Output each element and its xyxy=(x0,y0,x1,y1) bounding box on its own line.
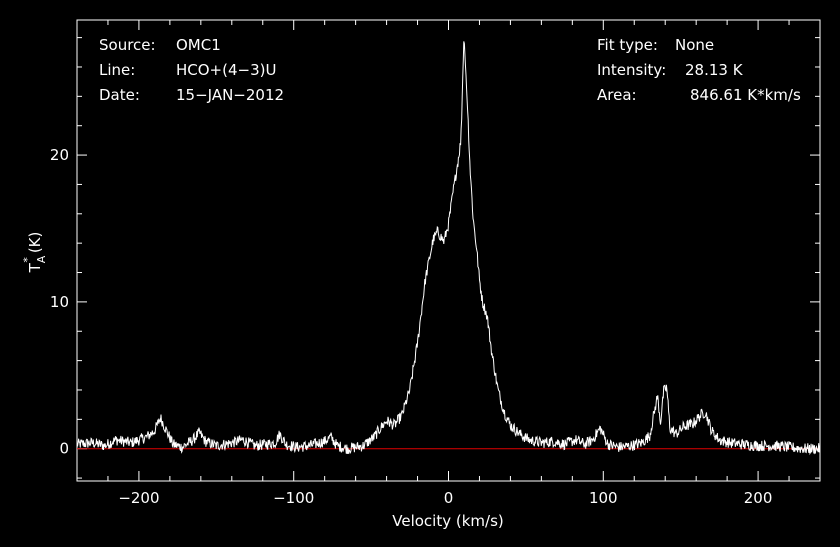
line-label: Line: xyxy=(99,61,135,79)
y-axis-label: TA* (K) xyxy=(21,232,48,274)
y-tick-label: 20 xyxy=(50,146,69,164)
x-axis-ticks xyxy=(76,20,821,481)
y-label-main: T xyxy=(26,262,44,273)
fit-type-label: Fit type: xyxy=(597,36,658,54)
fit-type-value: None xyxy=(675,36,714,54)
line-value: HCO+(4−3)U xyxy=(176,61,276,79)
x-tick-label: 100 xyxy=(589,489,618,507)
source-value: OMC1 xyxy=(176,36,221,54)
y-axis-label-text: TA* (K) xyxy=(21,232,48,274)
y-label-unit: (K) xyxy=(26,232,44,254)
y-axis-ticks xyxy=(77,37,820,479)
x-axis-label: Velocity (km/s) xyxy=(392,512,503,530)
y-axis-tick-labels: 0 10 20 xyxy=(50,146,69,458)
x-tick-label: 200 xyxy=(744,489,773,507)
area-value: 846.61 K*km/s xyxy=(690,86,801,104)
x-tick-label: 0 xyxy=(444,489,454,507)
y-tick-label: 10 xyxy=(50,293,69,311)
intensity-label: Intensity: xyxy=(597,61,666,79)
x-tick-label: −100 xyxy=(273,489,314,507)
x-tick-label: −200 xyxy=(118,489,159,507)
area-label: Area: xyxy=(597,86,637,104)
intensity-value: 28.13 K xyxy=(685,61,744,79)
date-label: Date: xyxy=(99,86,140,104)
y-tick-label: 0 xyxy=(59,440,69,458)
date-value: 15−JAN−2012 xyxy=(176,86,284,104)
y-label-sub: A xyxy=(35,255,48,263)
source-label: Source: xyxy=(99,36,156,54)
x-axis-tick-labels: −200 −100 0 100 200 xyxy=(118,489,772,507)
spectrum-trace xyxy=(76,41,821,456)
y-label-sup: * xyxy=(21,257,34,263)
